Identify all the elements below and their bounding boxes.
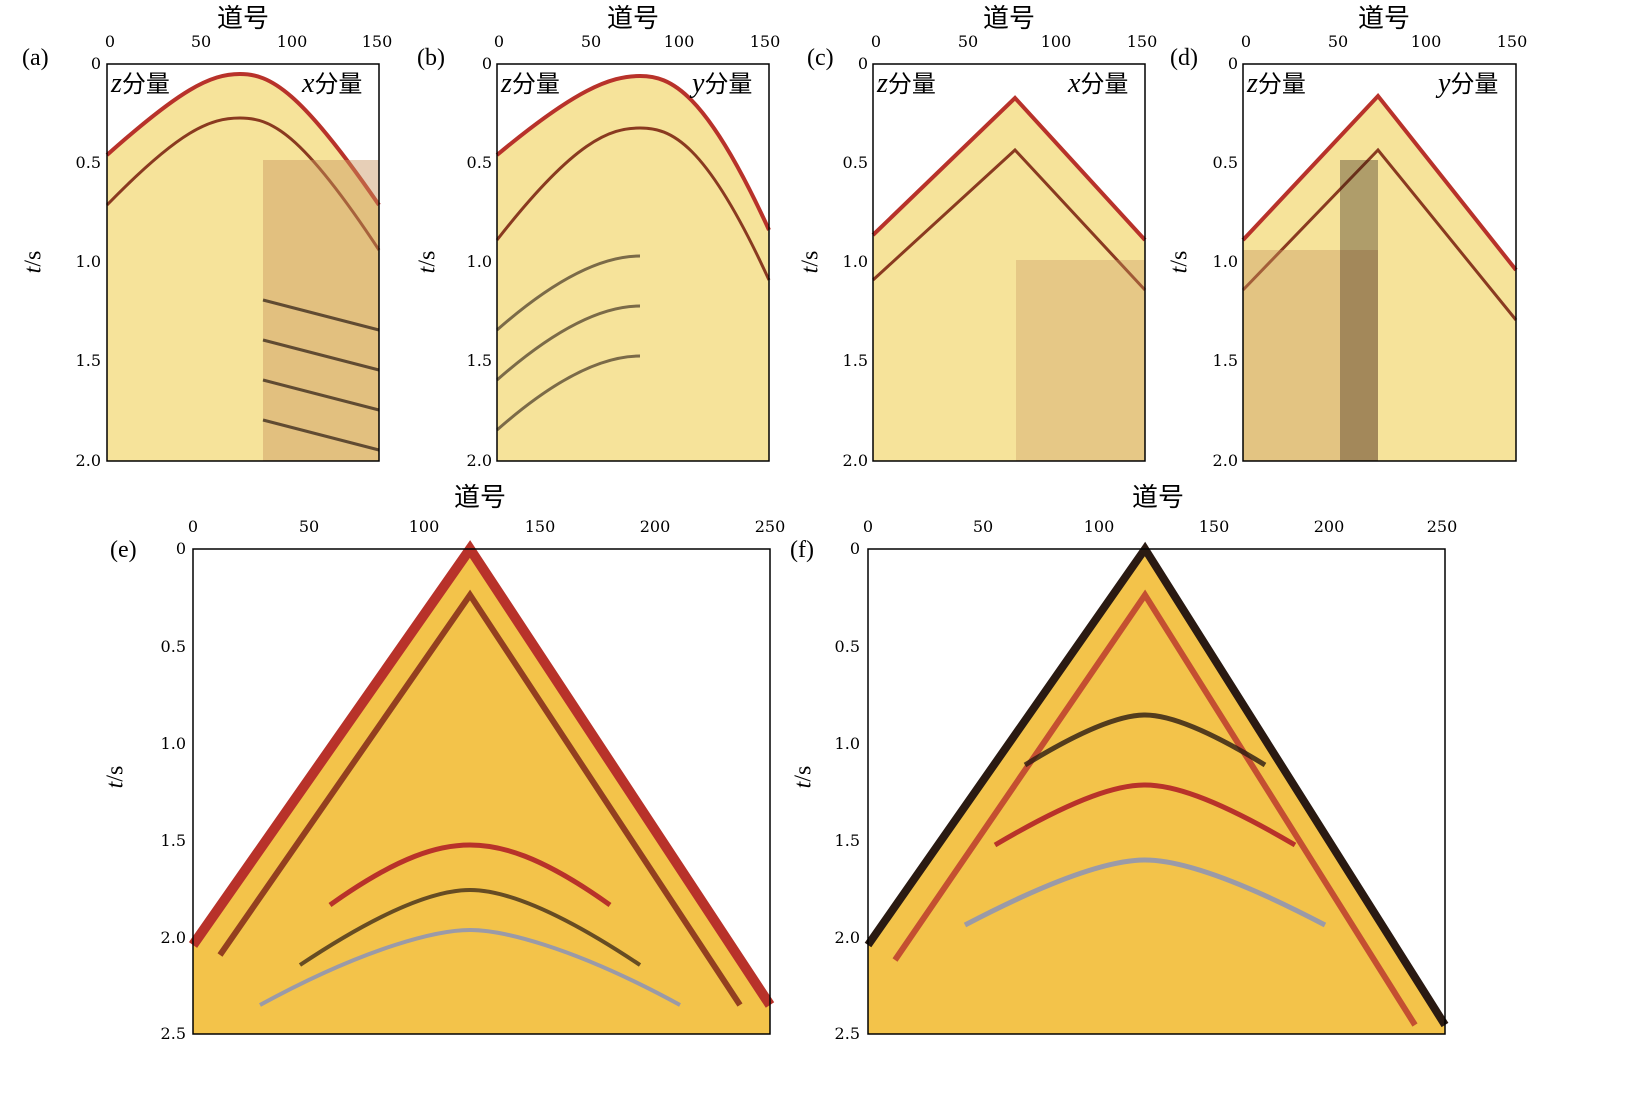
- x-tick-label: 50: [972, 517, 994, 536]
- y-tick-label: 1.0: [160, 734, 186, 753]
- y-tick-label: 0.5: [466, 153, 492, 172]
- y-tick-label: 1.5: [842, 351, 868, 370]
- x-tick-label: 150: [749, 32, 781, 51]
- x-tick-label: 150: [524, 517, 556, 536]
- panel-a: (a) 道号 0 50 100 150 0 0.5 1.0 1.5 2.0 t/…: [0, 0, 410, 500]
- y-tick-label: 1.5: [1212, 351, 1238, 370]
- x-tick-label: 200: [1313, 517, 1345, 536]
- y-tick-label: 2.0: [834, 928, 860, 947]
- x-tick-label: 0: [493, 32, 505, 51]
- y-tick-label: 0.5: [160, 637, 186, 656]
- y-tick-label: 0: [849, 539, 860, 558]
- x-tick-label: 50: [1327, 32, 1349, 51]
- y-tick-label: 0: [175, 539, 186, 558]
- x-tick-label: 50: [580, 32, 602, 51]
- panel-label: (d): [1170, 45, 1198, 71]
- y-tick-label: 1.0: [466, 252, 492, 271]
- x-tick-label: 200: [639, 517, 671, 536]
- panel-label: (e): [110, 537, 137, 563]
- x-axis-title: 道号: [1357, 4, 1411, 34]
- x-axis-title: 道号: [216, 4, 270, 34]
- y-tick-label: 0: [90, 54, 101, 73]
- y-tick-label: 0.5: [1212, 153, 1238, 172]
- y-tick-label: 2.5: [160, 1024, 186, 1043]
- panel-f: (f) 道号 0 50 100 150 200 250 0 0.5 1.0 1.…: [770, 485, 1570, 1102]
- panel-label: (b): [417, 45, 445, 71]
- y-tick-label: 2.5: [834, 1024, 860, 1043]
- x-tick-label: 100: [1040, 32, 1072, 51]
- panel-d: (d) 道号 0 50 100 150 0 0.5 1.0 1.5 2.0 t/…: [1160, 0, 1580, 500]
- y-tick-label: 2.0: [75, 451, 101, 470]
- x-tick-label: 100: [408, 517, 440, 536]
- seismic-gather: [864, 541, 1449, 1035]
- y-tick-label: 1.0: [834, 734, 860, 753]
- y-tick-label: 2.0: [160, 928, 186, 947]
- left-component-label: z分量: [1247, 68, 1306, 99]
- x-tick-label: 100: [663, 32, 695, 51]
- y-tick-label: 0.5: [834, 637, 860, 656]
- x-tick-label: 150: [1496, 32, 1528, 51]
- y-tick-label: 0.5: [842, 153, 868, 172]
- x-tick-label: 0: [104, 32, 116, 51]
- x-tick-label: 0: [870, 32, 882, 51]
- seismic-gather: [495, 63, 771, 462]
- x-axis-title: 道号: [982, 4, 1036, 34]
- x-tick-label: 0: [1240, 32, 1252, 51]
- y-tick-label: 0: [481, 54, 492, 73]
- x-tick-label: 100: [1083, 517, 1115, 536]
- y-tick-label: 1.5: [75, 351, 101, 370]
- y-tick-label: 0: [1227, 54, 1238, 73]
- right-component-label: y分量: [1438, 68, 1499, 99]
- panel-label: (c): [807, 45, 834, 71]
- x-tick-label: 50: [190, 32, 212, 51]
- panel-label: (f): [790, 537, 814, 563]
- y-tick-label: 0.5: [75, 153, 101, 172]
- x-axis-title: 道号: [606, 4, 660, 34]
- x-tick-label: 0: [862, 517, 874, 536]
- y-tick-label: 1.0: [842, 252, 868, 271]
- left-component-label: z分量: [877, 68, 936, 99]
- panel-label: (a): [22, 45, 49, 71]
- left-component-label: z分量: [501, 68, 560, 99]
- right-component-label: x分量: [302, 68, 363, 99]
- x-tick-label: 100: [276, 32, 308, 51]
- x-axis-title: 道号: [1131, 483, 1185, 513]
- seismic-gather: [1241, 63, 1518, 462]
- x-tick-label: 50: [957, 32, 979, 51]
- y-tick-label: 2.0: [466, 451, 492, 470]
- x-tick-label: 150: [361, 32, 393, 51]
- x-tick-label: 250: [754, 517, 786, 536]
- y-tick-label: 2.0: [842, 451, 868, 470]
- x-tick-label: 150: [1126, 32, 1158, 51]
- right-component-label: x分量: [1068, 68, 1129, 99]
- y-tick-label: 1.5: [160, 831, 186, 850]
- y-tick-label: 2.0: [1212, 451, 1238, 470]
- y-tick-label: 0: [857, 54, 868, 73]
- panel-e: (e) 道号 0 50 100 150 200 250 0 0.5 1.0 1.…: [0, 485, 800, 1102]
- left-component-label: z分量: [111, 68, 170, 99]
- x-axis-title: 道号: [453, 483, 507, 513]
- x-tick-label: 100: [1410, 32, 1442, 51]
- panel-c: (c) 道号 0 50 100 150 0 0.5 1.0 1.5 2.0 t/…: [785, 0, 1195, 500]
- x-tick-label: 0: [187, 517, 199, 536]
- x-tick-label: 250: [1426, 517, 1458, 536]
- y-tick-label: 1.5: [466, 351, 492, 370]
- x-tick-label: 150: [1198, 517, 1230, 536]
- y-tick-label: 1.5: [834, 831, 860, 850]
- seismic-gather: [188, 540, 775, 1035]
- y-tick-label: 1.0: [75, 252, 101, 271]
- y-tick-label: 1.0: [1212, 252, 1238, 271]
- panel-b: (b) 道号 0 50 100 150 0 0.5 1.0 1.5 2.0 t/…: [395, 0, 805, 500]
- x-tick-label: 50: [298, 517, 320, 536]
- seismic-gather: [105, 63, 381, 462]
- right-component-label: y分量: [692, 68, 753, 99]
- seismic-gather: [871, 63, 1147, 462]
